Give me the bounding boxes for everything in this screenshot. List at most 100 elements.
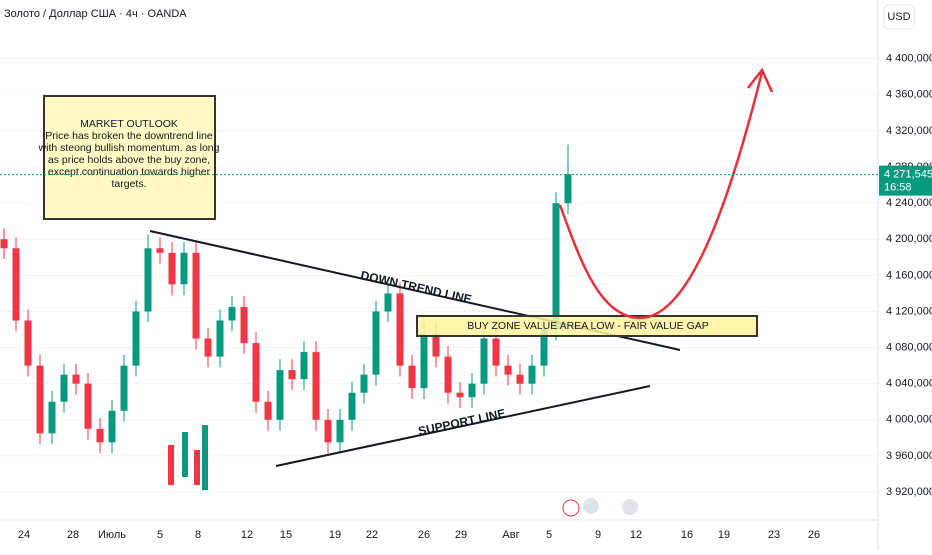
candle-body <box>408 365 416 389</box>
candle-body <box>444 356 452 393</box>
candle-body <box>480 338 488 384</box>
candle-body <box>468 383 476 398</box>
y-tick-label: 4 400,000 <box>886 53 932 65</box>
candle-body <box>60 374 68 402</box>
y-tick-label: 3 920,000 <box>886 486 932 498</box>
candle-body <box>24 320 32 366</box>
candle-body <box>372 311 380 375</box>
x-tick-label: 26 <box>418 529 430 541</box>
buy-zone <box>416 315 758 337</box>
countdown: 16:58 <box>884 182 912 194</box>
candle-body <box>552 203 560 330</box>
candle-body <box>276 370 284 420</box>
candle-body <box>348 392 356 420</box>
currency[interactable]: USD <box>887 11 910 23</box>
candle-body <box>240 306 248 344</box>
candle-body <box>504 365 512 375</box>
candle-body <box>12 248 20 321</box>
x-tick-label: 15 <box>280 529 292 541</box>
x-tick-label: Авг <box>502 529 519 541</box>
candle-body <box>84 383 92 429</box>
candle-body <box>432 334 440 357</box>
candle-body <box>192 252 200 339</box>
x-tick-label: 28 <box>67 529 79 541</box>
x-tick-label: 26 <box>808 529 820 541</box>
outlook-line: with steong bullish momentum. as long <box>38 142 220 154</box>
y-tick-label: 3 960,000 <box>886 450 932 462</box>
candle-body <box>48 401 56 434</box>
candle-body <box>204 338 212 357</box>
last-price-badge <box>879 165 932 196</box>
candle-body <box>216 320 224 357</box>
y-tick-label: 4 000,000 <box>886 414 932 426</box>
candle-body <box>384 293 392 312</box>
chart-title: Золото / Доллар США · 4ч · OANDA <box>4 8 187 20</box>
candle-body <box>0 239 8 249</box>
outlook-line: targets. <box>111 178 146 190</box>
x-tick-label: 22 <box>366 529 378 541</box>
candle-body <box>108 410 116 443</box>
candle-body <box>516 374 524 384</box>
candle-body <box>336 419 344 443</box>
candle-body <box>36 365 44 434</box>
x-tick-label: 29 <box>455 529 467 541</box>
projection-arrowhead <box>747 67 774 93</box>
x-tick-label: Июль <box>98 529 126 541</box>
x-tick-label: 5 <box>157 529 163 541</box>
candle-body <box>324 419 332 443</box>
candle-body <box>564 174 572 204</box>
event-icons[interactable] <box>562 498 638 517</box>
x-tick-label: 5 <box>546 529 552 541</box>
logo <box>168 425 208 490</box>
x-tick-label: 16 <box>681 529 693 541</box>
support-line <box>275 385 651 467</box>
outlook-line: Price has broken the downtrend line <box>45 130 213 142</box>
y-tick-label: 4 080,000 <box>886 341 932 353</box>
candle-body <box>132 311 140 366</box>
candles <box>0 144 572 454</box>
x-tick-label: 23 <box>768 529 780 541</box>
currency-button[interactable] <box>883 4 915 30</box>
candle-body <box>264 401 272 420</box>
y-tick-label: 4 320,000 <box>886 125 932 137</box>
x-tick-label: 9 <box>595 529 601 541</box>
outlook-title: MARKET OUTLOOK <box>80 118 178 130</box>
candle-body <box>180 252 188 285</box>
candle-body <box>168 252 176 285</box>
candle-body <box>144 248 152 312</box>
candle-body <box>120 365 128 411</box>
x-tick-label: 19 <box>718 529 730 541</box>
candle-body <box>396 293 404 366</box>
outlook-box <box>43 95 216 220</box>
last-price-label: 4 271,545 <box>884 169 932 181</box>
candle-body <box>156 248 164 253</box>
candle-body <box>312 352 320 420</box>
candle-body <box>360 374 368 393</box>
outlook-line: as price holds above the buy zone, <box>48 154 210 166</box>
candle-body <box>288 370 296 380</box>
x-tick-label: 24 <box>18 529 30 541</box>
x-tick-label: 8 <box>195 529 201 541</box>
candle-body <box>528 365 536 384</box>
outlook-line: except continuation towards higher <box>48 166 211 178</box>
y-tick-label: 4 040,000 <box>886 378 932 390</box>
y-tick-label: 4 240,000 <box>886 197 932 209</box>
projection-path <box>558 71 764 320</box>
candle-body <box>456 392 464 398</box>
candle-body <box>96 428 104 443</box>
y-tick-label: 4 120,000 <box>886 305 932 317</box>
candle-body <box>420 334 428 389</box>
x-tick-label: 12 <box>241 529 253 541</box>
y-tick-label: 4 160,000 <box>886 269 932 281</box>
candle-body <box>540 329 548 366</box>
x-tick-label: 12 <box>630 529 642 541</box>
candle-body <box>300 352 308 380</box>
x-tick-label: 19 <box>329 529 341 541</box>
y-tick-label: 4 200,000 <box>886 233 932 245</box>
candle-body <box>492 338 500 366</box>
candle-body <box>72 374 80 384</box>
buy-zone-label: BUY ZONE VALUE AREA LOW - FAIR VALUE GAP <box>467 320 709 332</box>
candle-body <box>228 306 236 321</box>
